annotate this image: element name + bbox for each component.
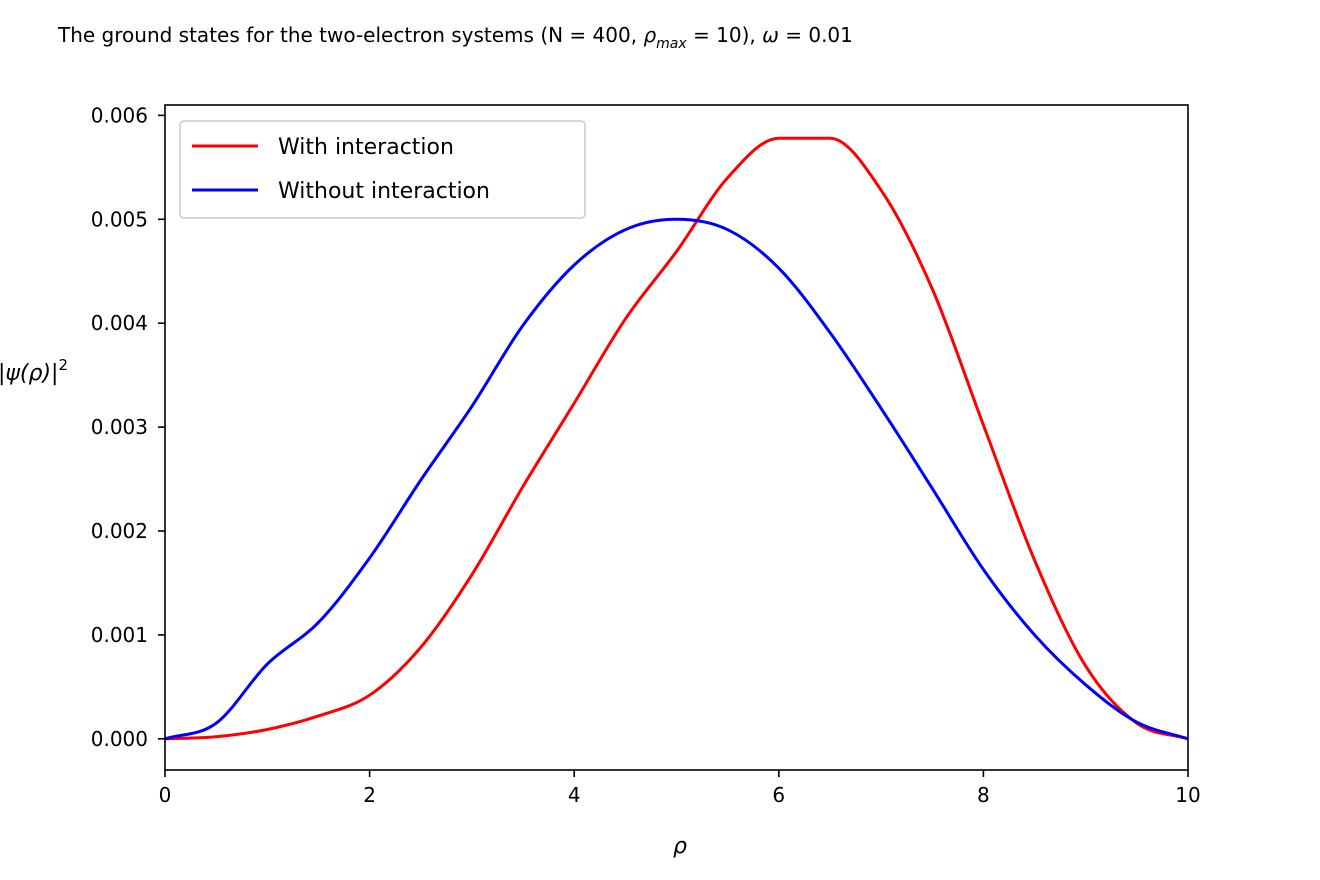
x-tick-label: 4 [568, 783, 581, 807]
y-tick-label: 0.001 [91, 623, 148, 647]
x-tick-label: 10 [1175, 783, 1200, 807]
title-rho-symbol: ρ [643, 23, 656, 47]
title-rho-subscript: max [656, 36, 687, 52]
y-tick-label: 0.000 [91, 727, 148, 751]
x-tick-label: 2 [363, 783, 376, 807]
y-tick-label: 0.002 [91, 519, 148, 543]
title-middle: = 10), [687, 23, 762, 47]
series-line-with-interaction [165, 136, 1188, 741]
y-axis-label-base: |ψ(ρ)| [0, 361, 58, 386]
title-prefix: The ground states for the two-electron s… [57, 23, 643, 47]
chart-title: The ground states for the two-electron s… [57, 23, 853, 52]
series-line-without-interaction [165, 217, 1188, 741]
x-tick-label: 0 [159, 783, 172, 807]
x-axis-label: ρ [673, 834, 687, 859]
plot-area: 0 2 4 6 8 10 0.000 0.001 0.002 0.003 0.004 0.005 0.0… [91, 103, 1201, 807]
title-omega-symbol: ω [762, 23, 779, 47]
y-axis-label: |ψ(ρ)|2 [0, 356, 68, 386]
x-tick-label: 6 [772, 783, 785, 807]
legend-label-without-interaction: Without interaction [278, 179, 490, 204]
y-tick-label: 0.005 [91, 207, 148, 231]
y-tick-label: 0.006 [91, 103, 148, 127]
legend-box [179, 120, 586, 219]
x-tick-label: 8 [977, 783, 990, 807]
y-axis-label-superscript: 2 [58, 356, 68, 374]
y-tick-label: 0.003 [91, 415, 148, 439]
legend: With interaction Without interaction [179, 120, 586, 219]
legend-label-with-interaction: With interaction [278, 135, 454, 160]
title-suffix: = 0.01 [779, 23, 853, 47]
axes-frame [164, 104, 1189, 771]
y-tick-label: 0.004 [91, 311, 148, 335]
